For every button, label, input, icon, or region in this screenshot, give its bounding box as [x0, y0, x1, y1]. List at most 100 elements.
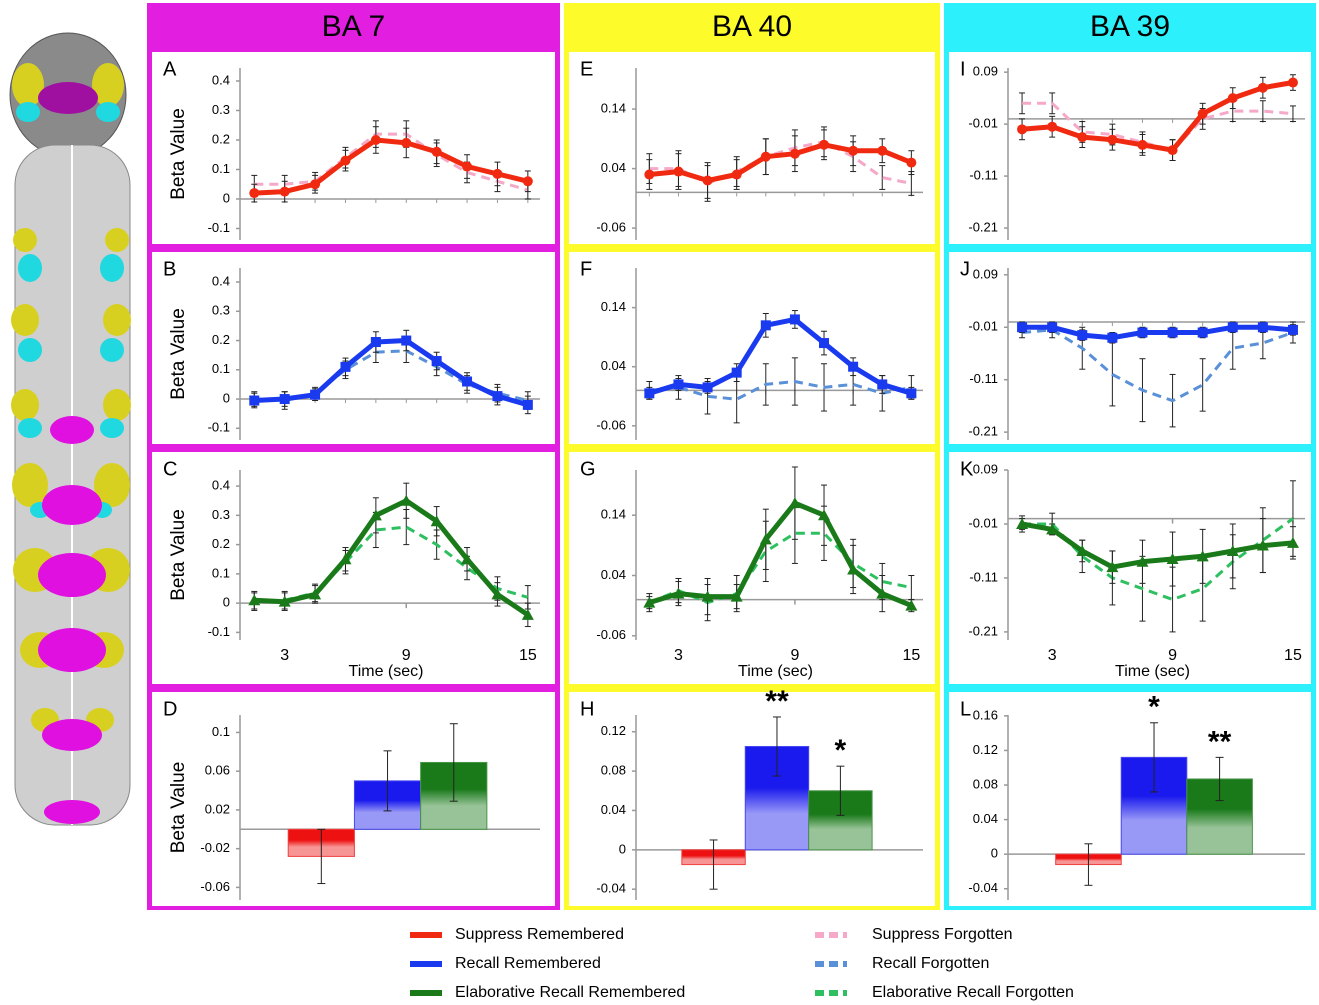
legend-label: Recall Forgotten: [872, 955, 989, 972]
marker: [340, 361, 351, 372]
legend-label: Suppress Forgotten: [872, 926, 1013, 943]
y-tick-label: -0.1: [208, 624, 230, 639]
panel: [949, 452, 1311, 684]
y-tick-label: 0.1: [212, 161, 230, 176]
marker: [730, 590, 743, 602]
y-tick-label: 0.02: [205, 801, 230, 816]
y-tick-label: 0: [223, 390, 230, 405]
column-header: BA 40: [712, 10, 792, 43]
marker: [1107, 134, 1118, 145]
y-tick-label: 0: [223, 190, 230, 205]
marker: [848, 145, 859, 156]
y-tick-label: 0: [991, 846, 998, 861]
marker: [819, 338, 830, 349]
marker: [1197, 327, 1208, 338]
panel-label: K: [960, 458, 974, 480]
marker: [278, 595, 291, 607]
x-tick-label: 15: [902, 647, 920, 664]
marker: [1226, 544, 1239, 556]
y-tick-label: -0.06: [596, 417, 626, 432]
y-tick-label: 0.2: [212, 536, 230, 551]
y-tick-label: 0.04: [601, 358, 626, 373]
x-axis-label: Time (sec): [1115, 663, 1190, 680]
series-line: [254, 132, 529, 192]
marker: [759, 533, 772, 545]
error-bar: [1289, 105, 1296, 123]
chart-panel: A -0.1 0 0.1 0.2 0.3 0.4 Beta Value: [163, 58, 540, 240]
chart-panel: E -0.06 0.04 0.14: [580, 58, 923, 240]
error-bar: [317, 828, 326, 885]
marker: [462, 161, 473, 172]
y-tick-label: 0.06: [205, 763, 230, 778]
marker: [462, 376, 473, 387]
error-bar: [1215, 756, 1224, 802]
y-tick-label: -0.06: [596, 220, 626, 235]
marker: [789, 148, 800, 159]
error-bar: [772, 716, 781, 777]
marker: [279, 394, 290, 405]
y-tick-label: 0.3: [212, 303, 230, 318]
y-tick-label: 0.2: [212, 332, 230, 347]
panel-label: L: [960, 698, 971, 720]
marker: [522, 399, 533, 410]
series-line: [649, 142, 913, 183]
series-line: [648, 316, 913, 396]
error-bar: [1259, 100, 1266, 123]
marker: [848, 361, 859, 372]
significance-label: *: [1148, 691, 1160, 724]
error-bar: [836, 765, 845, 816]
panel: [152, 452, 555, 684]
marker: [310, 179, 321, 190]
legend-label: Elaborative Recall Forgotten: [872, 984, 1074, 1001]
significance-label: **: [1208, 725, 1232, 758]
y-tick-label: 0.14: [601, 507, 626, 522]
marker: [401, 335, 412, 346]
marker: [248, 594, 261, 606]
y-tick-label: 0.09: [973, 266, 998, 281]
marker: [249, 188, 260, 199]
y-tick-label: 0.1: [212, 361, 230, 376]
significance-label: **: [765, 685, 789, 718]
y-tick-label: 0.4: [212, 72, 230, 87]
y-tick-label: 0.1: [212, 724, 230, 739]
marker: [701, 590, 714, 602]
marker: [877, 379, 888, 390]
chart-panel: J -0.21 -0.11 -0.01 0.09: [960, 258, 1305, 440]
x-axis-label: Time (sec): [738, 663, 813, 680]
y-tick-label: 0.3: [212, 102, 230, 117]
panel-label: E: [580, 58, 593, 80]
panel: [949, 252, 1311, 444]
marker: [818, 509, 831, 521]
y-tick-label: -0.06: [596, 627, 626, 642]
panel-label: G: [580, 458, 596, 480]
series-line: [254, 498, 530, 617]
panel-label: D: [163, 698, 177, 720]
x-tick-label: 9: [402, 647, 411, 664]
marker: [673, 166, 684, 177]
marker: [279, 186, 290, 197]
marker: [788, 497, 801, 509]
marker: [431, 356, 442, 367]
legend-label: Elaborative Recall Remembered: [455, 984, 685, 1001]
y-axis-label: Beta Value: [168, 509, 189, 601]
y-tick-label: -0.11: [969, 168, 998, 183]
marker: [340, 155, 351, 166]
error-bar: [1150, 722, 1159, 793]
marker: [877, 145, 888, 156]
brain-illustration: [9, 32, 131, 826]
y-tick-label: -0.06: [200, 879, 230, 894]
marker: [492, 168, 503, 179]
y-tick-label: 0.08: [601, 763, 626, 778]
marker: [1046, 523, 1059, 535]
y-tick-label: 0: [619, 841, 626, 856]
series-line: [254, 338, 529, 408]
y-tick-label: -0.01: [968, 515, 998, 530]
marker: [491, 588, 504, 600]
x-tick-label: 15: [1284, 647, 1302, 664]
panel-label: B: [163, 258, 176, 280]
y-tick-label: 0: [223, 595, 230, 610]
marker: [1137, 327, 1148, 338]
panel-label: I: [960, 58, 966, 80]
marker: [492, 391, 503, 402]
marker: [1137, 139, 1148, 150]
